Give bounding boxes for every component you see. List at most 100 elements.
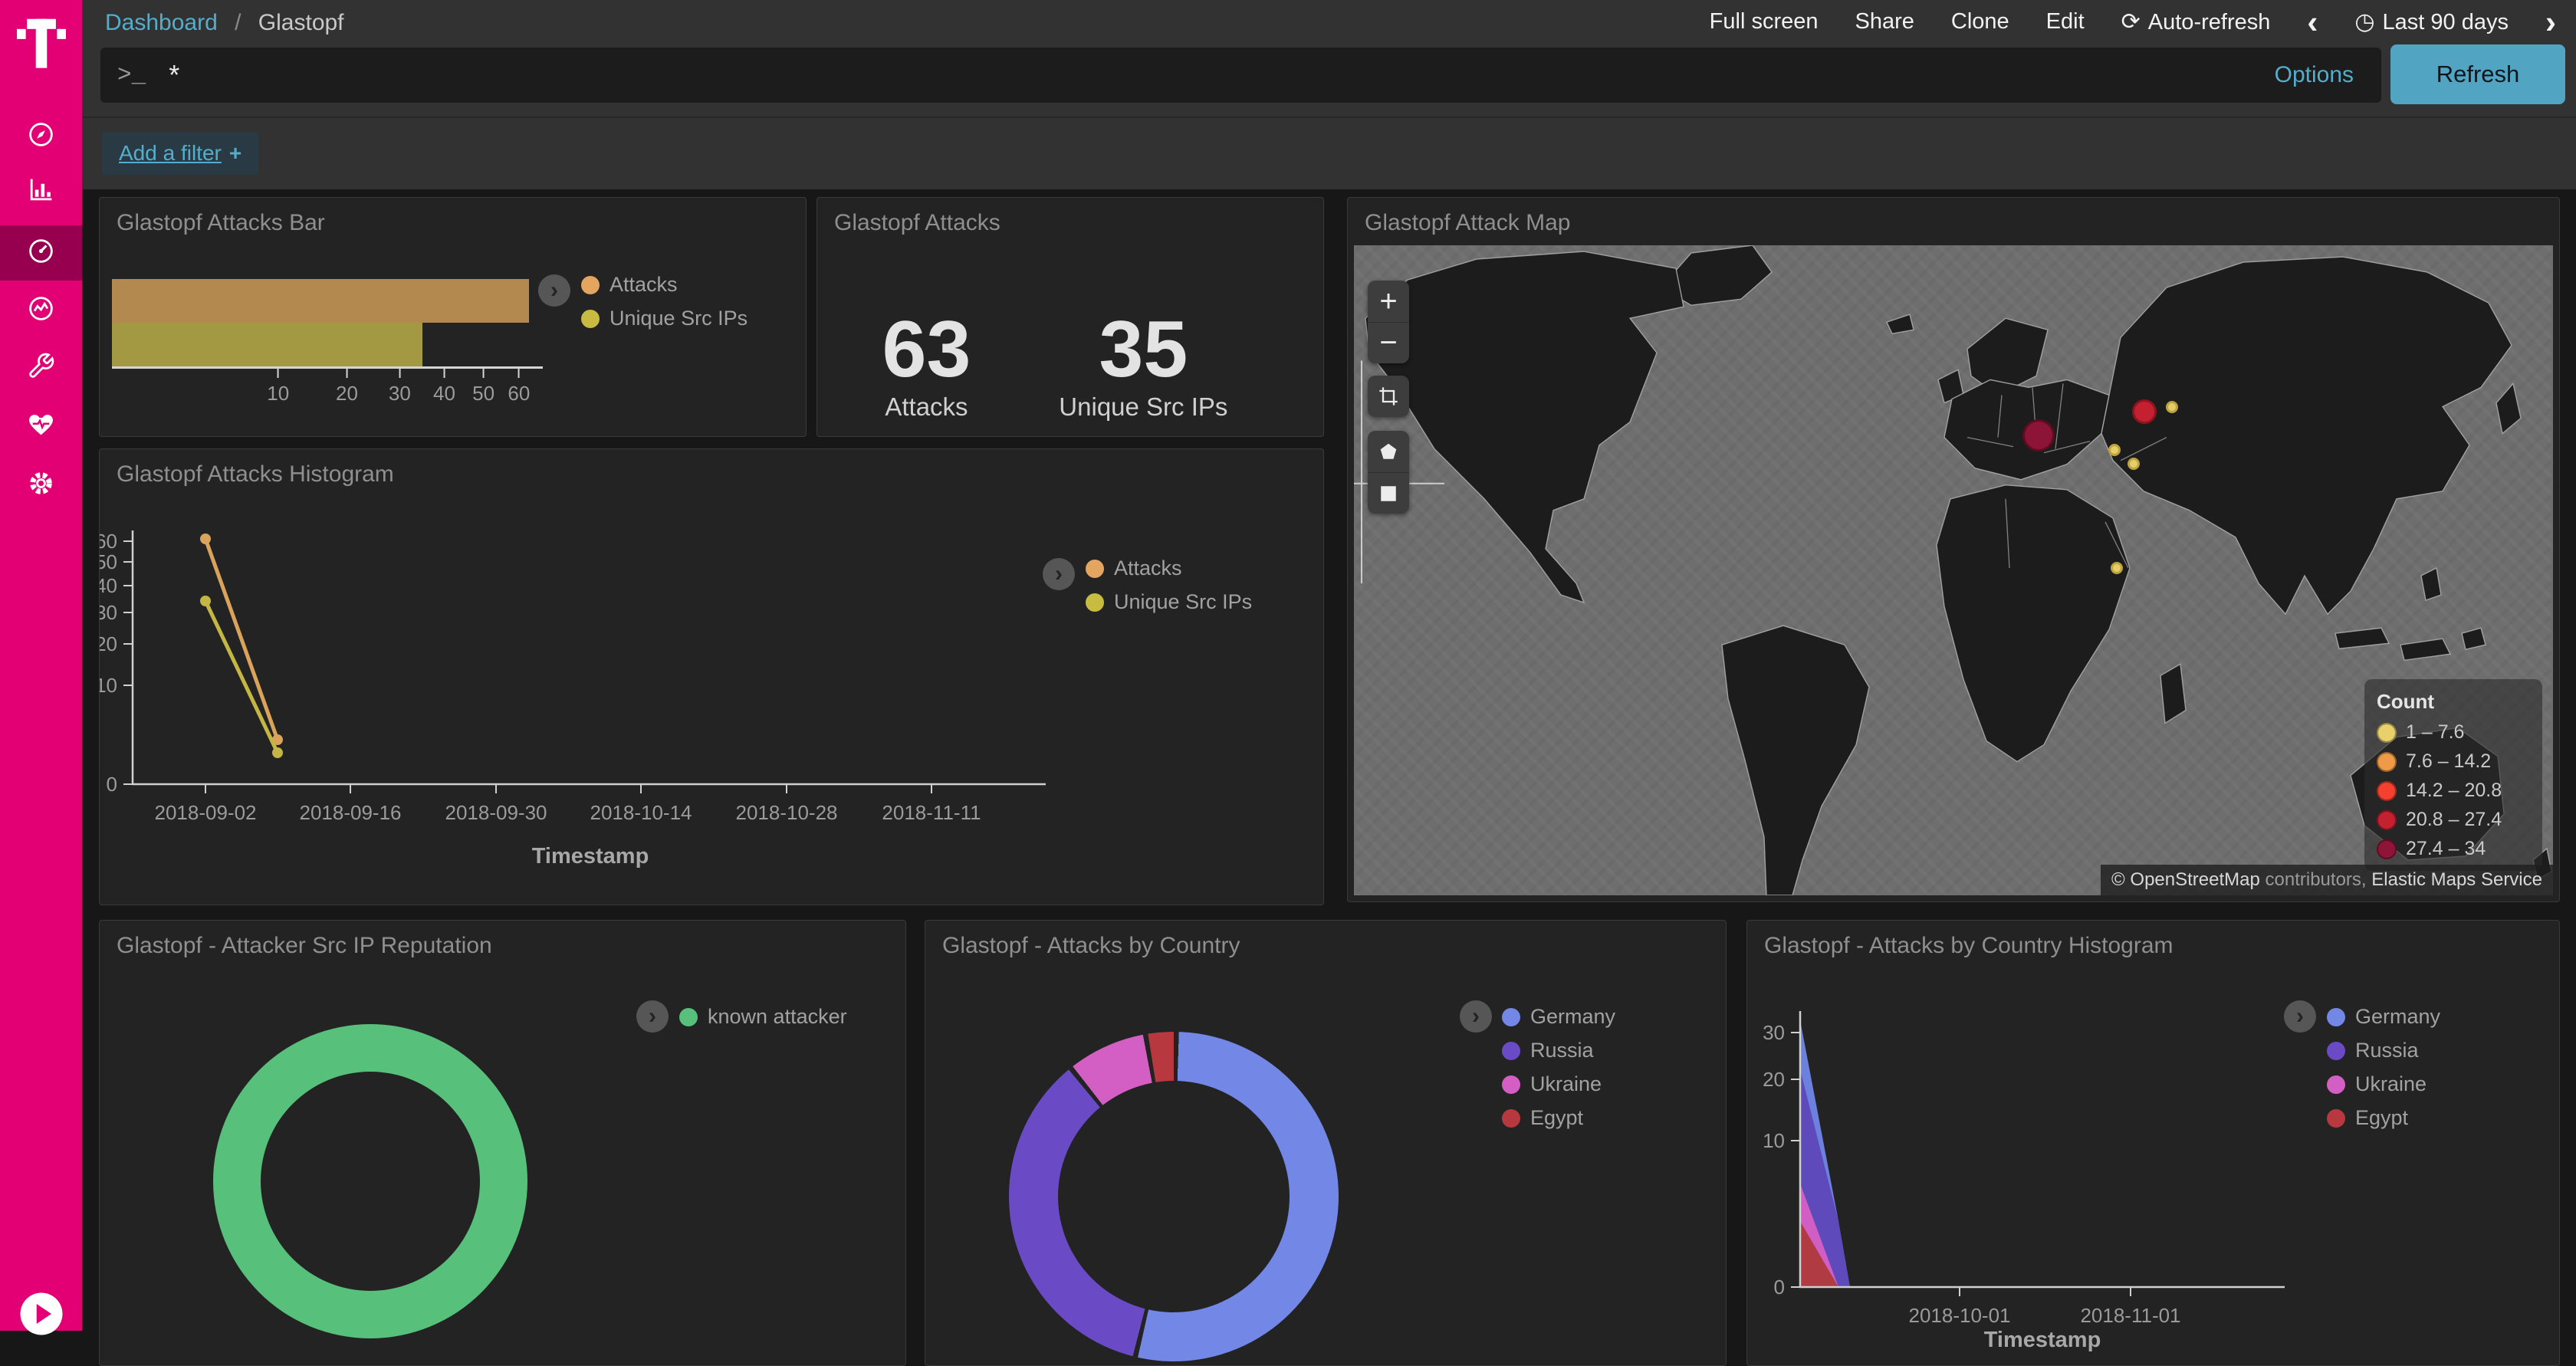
sidebar-item-discover[interactable] (0, 109, 82, 164)
legend-item[interactable]: Unique Src IPs (1086, 590, 1252, 614)
legend-toggle-arrow[interactable]: › (636, 1000, 669, 1033)
edit-button[interactable]: Edit (2046, 9, 2085, 34)
legend-item[interactable]: Unique Src IPs (581, 307, 748, 330)
y-tick-label: 20 (1763, 1068, 1785, 1091)
y-tick-label: 30 (100, 601, 117, 624)
x-axis: 102030405060 (112, 366, 543, 415)
legend-item[interactable]: Attacks (1086, 557, 1252, 580)
sidebar (0, 0, 82, 1331)
time-forward-button[interactable]: › (2545, 11, 2556, 33)
sidebar-item-monitoring[interactable] (0, 399, 82, 454)
topnav-actions: Full screen Share Clone Edit ⟳Auto-refre… (1710, 8, 2556, 35)
legend-item[interactable]: Germany (1502, 1005, 1615, 1029)
legend-item[interactable]: Germany (2327, 1005, 2440, 1029)
map-zoom-controls: + − (1368, 281, 1409, 363)
attack-point[interactable] (2108, 444, 2121, 456)
legend-toggle-arrow[interactable]: › (538, 274, 570, 307)
add-filter-button[interactable]: Add a filter+ (102, 132, 258, 175)
x-tick: 10 (267, 369, 289, 406)
sidebar-expand-button[interactable] (18, 1291, 64, 1337)
bucket-dot-icon (2377, 781, 2397, 801)
breadcrumb-dashboard-link[interactable]: Dashboard (105, 10, 218, 35)
x-tick: 50 (472, 369, 495, 406)
y-tick-label: 0 (1774, 1276, 1785, 1299)
y-tick-label: 40 (100, 574, 117, 597)
attack-point[interactable] (2111, 562, 2123, 574)
panel-attacks-histogram: Glastopf Attacks Histogram 0102030405060… (99, 448, 1324, 905)
map-legend-row: 20.8 – 27.4 (2377, 809, 2530, 831)
legend-item[interactable]: Ukraine (1502, 1072, 1615, 1096)
data-point[interactable] (272, 747, 283, 758)
legend-item[interactable]: Russia (2327, 1039, 2440, 1062)
clone-button[interactable]: Clone (1951, 9, 2009, 34)
sidebar-item-timelion[interactable] (0, 283, 82, 338)
metric-label: Attacks (882, 392, 971, 422)
y-tick-label: 10 (100, 674, 117, 697)
area-chart[interactable]: 01020302018-10-012018-11-01Timestamp (1747, 921, 2559, 1365)
time-picker-button[interactable]: ◷Last 90 days (2354, 8, 2509, 35)
telekom-logo[interactable] (17, 12, 66, 67)
sidebar-item-management[interactable] (0, 458, 82, 513)
y-tick-label: 30 (1763, 1021, 1785, 1044)
zoom-out-button[interactable]: − (1368, 322, 1409, 363)
map-legend-row: 27.4 – 34 (2377, 838, 2530, 860)
share-button[interactable]: Share (1855, 9, 1914, 34)
reputation-donut-chart[interactable] (213, 1024, 527, 1338)
legend-item[interactable]: Egypt (1502, 1106, 1615, 1130)
query-input[interactable]: * (169, 59, 179, 91)
legend-item[interactable]: Attacks (581, 273, 748, 297)
sidebar-item-dev-tools[interactable] (0, 340, 82, 396)
full-screen-button[interactable]: Full screen (1710, 9, 1819, 34)
openstreetmap-link[interactable]: OpenStreetMap (2130, 869, 2259, 890)
map-legend-row: 14.2 – 20.8 (2377, 780, 2530, 802)
data-point[interactable] (200, 596, 211, 606)
panel-attacks-by-country: Glastopf - Attacks by Country › Germany R… (925, 920, 1727, 1366)
crop-tool-button[interactable] (1368, 376, 1409, 417)
legend-toggle-arrow[interactable]: › (1460, 1000, 1492, 1033)
map-attribution: © OpenStreetMap contributors, Elastic Ma… (2101, 865, 2553, 895)
panel-attack-map: Glastopf Attack Map (1347, 197, 2560, 902)
line-chart[interactable]: 01020304050602018-09-022018-09-162018-09… (100, 449, 1323, 905)
compass-icon (27, 120, 55, 153)
attack-point[interactable] (2166, 401, 2178, 413)
legend-dot-icon (2327, 1042, 2345, 1060)
legend-toggle-arrow[interactable]: › (2284, 1000, 2316, 1033)
attack-point[interactable] (2022, 419, 2055, 452)
data-point[interactable] (200, 534, 211, 544)
legend-dot-icon (2327, 1075, 2345, 1094)
query-options-link[interactable]: Options (2275, 62, 2354, 88)
bar-attacks[interactable] (112, 279, 529, 323)
legend-toggle-arrow[interactable]: › (1043, 558, 1075, 590)
legend-item[interactable]: Russia (1502, 1039, 1615, 1062)
legend-item[interactable]: Egypt (2327, 1106, 2440, 1130)
rectangle-tool-button[interactable] (1368, 472, 1409, 514)
legend-label: Germany (1530, 1005, 1615, 1029)
breadcrumb-separator: / (235, 10, 241, 35)
attack-point[interactable] (2128, 458, 2140, 470)
legend-item[interactable]: Ukraine (2327, 1072, 2440, 1096)
zoom-in-button[interactable]: + (1368, 281, 1409, 322)
polygon-tool-button[interactable] (1368, 431, 1409, 472)
metric-attacks: 63 Attacks (882, 310, 971, 422)
sidebar-item-dashboard[interactable] (0, 225, 82, 281)
sidebar-item-visualize[interactable] (0, 164, 82, 219)
auto-refresh-button[interactable]: ⟳Auto-refresh (2121, 8, 2271, 35)
map-crop-control (1368, 376, 1409, 417)
attack-point[interactable] (2132, 399, 2157, 424)
map-shape-controls (1368, 431, 1409, 514)
query-bar[interactable]: >_ * Options (100, 48, 2381, 103)
bucket-range: 7.6 – 14.2 (2406, 750, 2491, 773)
panel-title: Glastopf - Attacks by Country (942, 933, 1240, 959)
country-donut-chart[interactable] (1009, 1032, 1339, 1361)
legend-item[interactable]: known attacker (679, 1005, 847, 1029)
legend-dot-icon (1086, 560, 1104, 578)
world-map[interactable]: + − Count 1 – 7.67.6 – 14.214.2 – 20.820… (1354, 245, 2553, 895)
time-back-button[interactable]: ‹ (2307, 11, 2318, 33)
bar-unique-src-ips[interactable] (112, 323, 422, 366)
elastic-maps-link[interactable]: Elastic Maps Service (2371, 869, 2542, 890)
query-prompt-icon: >_ (117, 62, 146, 89)
refresh-button[interactable]: Refresh (2390, 44, 2565, 104)
x-axis-label: Timestamp (532, 844, 649, 869)
panel-title: Glastopf - Attacker Src IP Reputation (117, 933, 492, 959)
bucket-dot-icon (2377, 723, 2397, 743)
